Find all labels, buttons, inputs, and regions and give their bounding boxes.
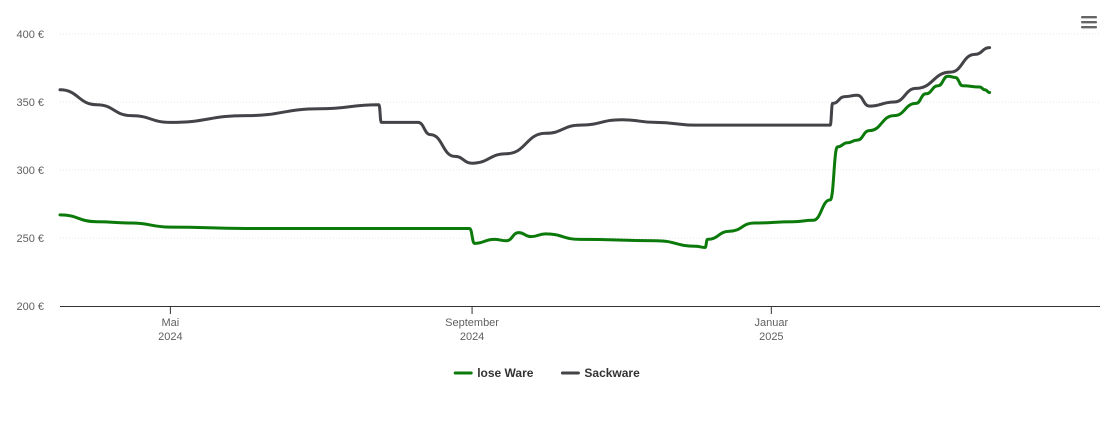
x-tick-year: 2024: [460, 331, 484, 343]
series-line-0[interactable]: [58, 74, 992, 249]
x-axis: Mai 2024 September 2024 Januar 2025: [60, 306, 1100, 343]
legend-label: lose Ware: [477, 366, 534, 380]
legend-item[interactable]: Sackware: [560, 366, 640, 380]
y-tick-label: 200 €: [16, 301, 44, 313]
legend-item[interactable]: lose Ware: [453, 366, 534, 380]
legend-label: Sackware: [584, 366, 640, 380]
y-tick-label: 250 €: [16, 233, 44, 245]
series-area: [58, 46, 992, 249]
x-tick-label: Mai: [162, 317, 180, 329]
y-tick-label: 300 €: [16, 165, 44, 177]
y-tick-label: 400 €: [16, 29, 44, 41]
y-axis: 200 € 250 € 300 € 350 € 400 €: [16, 29, 44, 313]
chart-menu-button[interactable]: [1080, 14, 1098, 30]
x-tick-year: 2024: [158, 331, 182, 343]
grid: [60, 33, 1100, 239]
legend[interactable]: lose Ware Sackware: [453, 366, 640, 380]
y-tick-label: 350 €: [16, 97, 44, 109]
series-line-1[interactable]: [58, 46, 992, 165]
x-tick-label: Januar: [755, 317, 789, 329]
x-tick-label: September: [445, 317, 499, 329]
x-tick-year: 2025: [759, 331, 783, 343]
